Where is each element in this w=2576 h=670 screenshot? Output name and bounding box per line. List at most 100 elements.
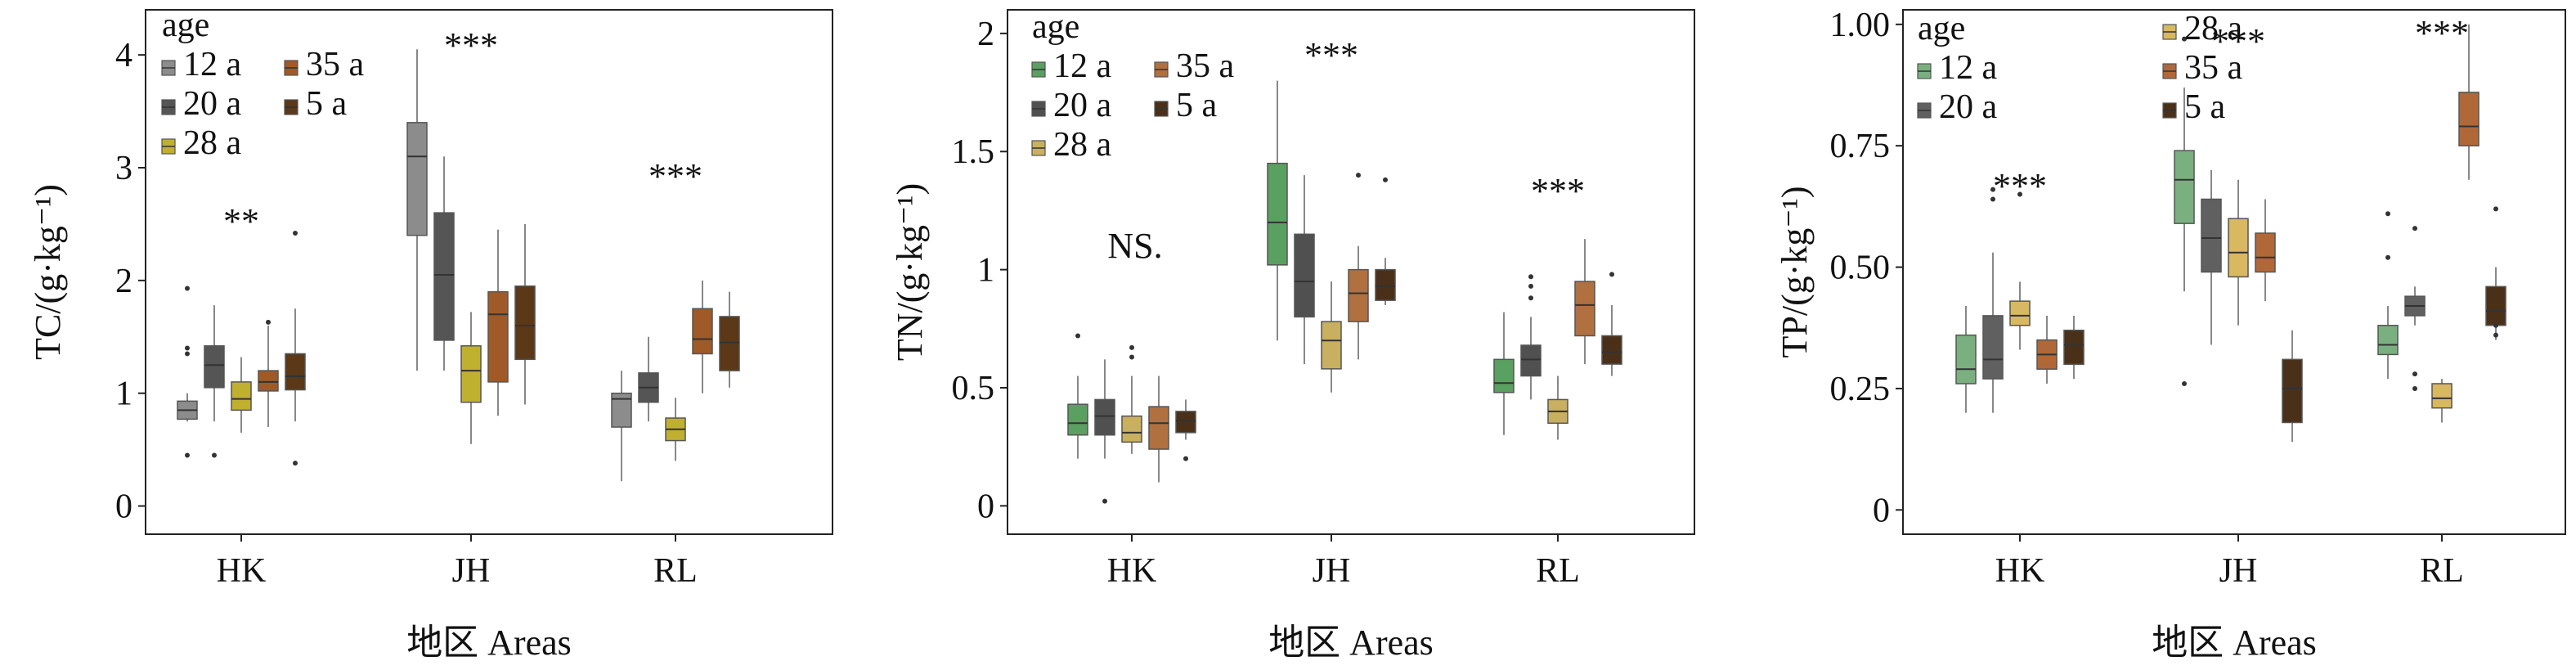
- y-tick-label: 0.50: [1830, 250, 1891, 287]
- box-12a-jh: [2174, 36, 2195, 387]
- outlier-point: [2493, 322, 2498, 328]
- legend-label: 35 a: [1176, 47, 1235, 85]
- outlier-point: [1990, 187, 1995, 192]
- legend-label: 20 a: [1053, 87, 1112, 124]
- legend-label: 12 a: [183, 46, 242, 83]
- x-tick-label-jh: JH: [452, 552, 491, 590]
- legend-label: 5 a: [1176, 87, 1218, 124]
- box-20a-hk: [1094, 359, 1115, 504]
- legend-entry-20a: 20 a: [161, 85, 242, 123]
- box-28a-rl: [665, 398, 686, 461]
- outlier-point: [2412, 371, 2417, 377]
- legend-entry-35a: 35 a: [1154, 47, 1235, 85]
- outlier-point: [1075, 333, 1080, 339]
- box-28a-rl: [2431, 379, 2453, 423]
- box-body: [1348, 268, 1369, 322]
- box-body: [514, 285, 536, 361]
- y-tick-label: 0.5: [952, 370, 995, 407]
- x-tick-label-jh: JH: [2219, 552, 2258, 590]
- x-tick-label-rl: RL: [2420, 552, 2464, 590]
- legend-label: 5 a: [306, 85, 348, 123]
- outlier-point: [2493, 206, 2498, 212]
- outlier-point: [1129, 354, 1134, 360]
- y-tick-label: 0: [1873, 492, 1890, 529]
- box-35a-hk: [258, 319, 279, 428]
- box-body: [2485, 286, 2506, 326]
- box-body: [406, 122, 428, 236]
- legend-label: 28 a: [1053, 126, 1112, 164]
- box-35a-rl: [1574, 239, 1595, 365]
- plot-frame: [1902, 9, 2566, 535]
- legend-label: 28 a: [2184, 10, 2243, 47]
- outlier-point: [2017, 191, 2022, 197]
- outlier-point: [2385, 254, 2390, 260]
- outlier-point: [1609, 272, 1614, 277]
- outlier-point: [212, 452, 217, 458]
- outlier-point: [1528, 295, 1533, 301]
- box-5a-hk: [2063, 315, 2085, 380]
- outlier-point: [266, 319, 271, 325]
- legend-label: 35 a: [2184, 49, 2243, 87]
- box-20a-jh: [433, 156, 455, 371]
- box-12a-rl: [611, 371, 632, 482]
- y-tick-label: 3: [115, 150, 132, 187]
- legend-entry-20a: 20 a: [1917, 88, 1998, 126]
- box-body: [1067, 403, 1088, 436]
- box-body: [2377, 325, 2399, 356]
- outlier-point: [2412, 226, 2417, 232]
- box-5a-hk: [285, 230, 306, 466]
- outlier-point: [1528, 283, 1533, 289]
- box-20a-rl: [638, 336, 659, 422]
- box-12a-rl: [1493, 312, 1515, 435]
- significance-label-jh: ***: [1304, 35, 1358, 75]
- y-tick-label: 1.00: [1830, 7, 1891, 44]
- box-5a-rl: [2485, 206, 2506, 340]
- x-axis-label: 地区 Areas: [406, 623, 572, 663]
- outlier-point: [185, 345, 190, 351]
- y-tick-label: 1: [115, 375, 132, 413]
- box-35a-hk: [1148, 375, 1169, 483]
- box-28a-rl: [1547, 375, 1568, 440]
- outlier-point: [185, 286, 190, 291]
- box-35a-jh: [2255, 199, 2276, 302]
- outlier-point: [1990, 196, 1995, 202]
- outlier-point: [1102, 498, 1107, 504]
- box-body: [1955, 334, 1977, 384]
- y-tick-label: 1.5: [952, 133, 995, 171]
- x-axis-label: 地区 Areas: [1268, 623, 1434, 663]
- significance-label-rl: ***: [648, 156, 702, 196]
- box-28a-jh: [1321, 281, 1342, 393]
- outlier-point: [2412, 385, 2417, 391]
- plot-frame: [145, 9, 833, 535]
- y-axis-label: TP/(g·kg⁻¹): [1775, 187, 1815, 358]
- box-35a-hk: [2036, 315, 2058, 384]
- legend-entry-5a: 5 a: [2162, 88, 2226, 126]
- box-body: [1148, 406, 1169, 450]
- box-body: [285, 353, 306, 391]
- legend-entry-12a: 12 a: [1031, 47, 1112, 85]
- x-tick-label-jh: JH: [1313, 552, 1351, 590]
- legend-entry-12a: 12 a: [161, 46, 242, 83]
- box-20a-rl: [2404, 226, 2426, 391]
- x-axis-label: 地区 Areas: [2152, 623, 2317, 663]
- box-28a-jh: [2228, 179, 2249, 326]
- y-tick-label: 4: [115, 37, 132, 74]
- y-tick-label: 0: [977, 488, 994, 525]
- outlier-point: [2182, 381, 2187, 387]
- legend-label: 20 a: [183, 85, 242, 123]
- y-tick-label: 0: [115, 488, 132, 526]
- significance-label-jh: ***: [444, 25, 498, 65]
- box-20a-hk: [1982, 187, 2004, 413]
- box-5a-hk: [1175, 399, 1196, 461]
- outlier-point: [1383, 177, 1388, 182]
- chart-panel-3: 0 0.25 0.50 0.75 1.00 TP/(g·kg⁻¹) HK JH RL 地区 Are…: [1775, 7, 2566, 663]
- box-body: [1574, 281, 1595, 337]
- legend-entry-28a: 28 a: [1031, 126, 1112, 164]
- legend-title: age: [1032, 8, 1079, 46]
- box-20a-jh: [2201, 169, 2222, 345]
- outlier-point: [293, 230, 298, 236]
- box-20a-rl: [1520, 274, 1542, 400]
- box-body: [1375, 268, 1396, 301]
